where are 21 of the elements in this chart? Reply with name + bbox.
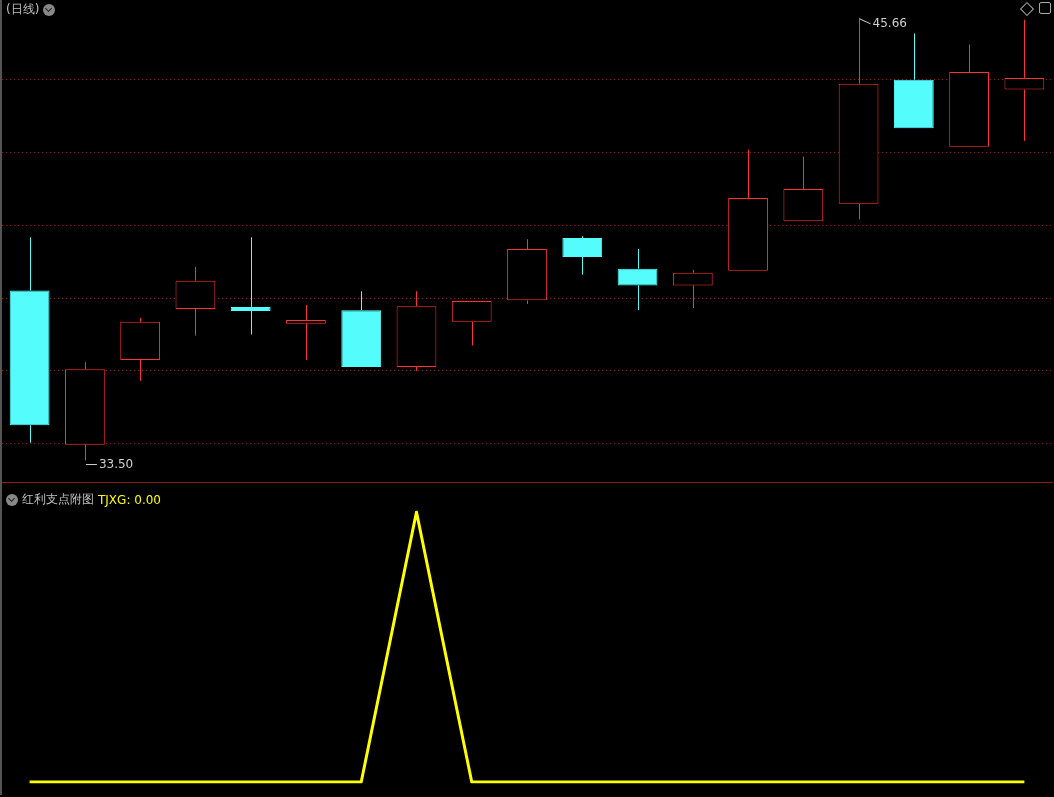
candlestick (341, 290, 382, 367)
text: TJXG: 0.00 (98, 492, 161, 507)
candlestick (175, 266, 216, 337)
annotation: 33.50 (98, 456, 134, 471)
candlestick (230, 236, 271, 336)
annotation: 45.66 (872, 15, 907, 30)
candlestick (949, 43, 989, 147)
candlestick (562, 235, 603, 275)
chart-title: (日线) (6, 1, 40, 18)
candlestick (286, 304, 326, 361)
candlestick (672, 269, 713, 309)
chart-title: 红利支点附图 (22, 491, 94, 508)
candlestick (507, 238, 547, 305)
candlestick (9, 236, 50, 444)
candlestick (1004, 19, 1045, 142)
candlestick (783, 156, 824, 222)
candlestick (396, 290, 437, 372)
candlestick (617, 248, 658, 311)
candlestick (893, 32, 934, 129)
candlestick (120, 317, 161, 382)
candlestick (728, 149, 768, 271)
